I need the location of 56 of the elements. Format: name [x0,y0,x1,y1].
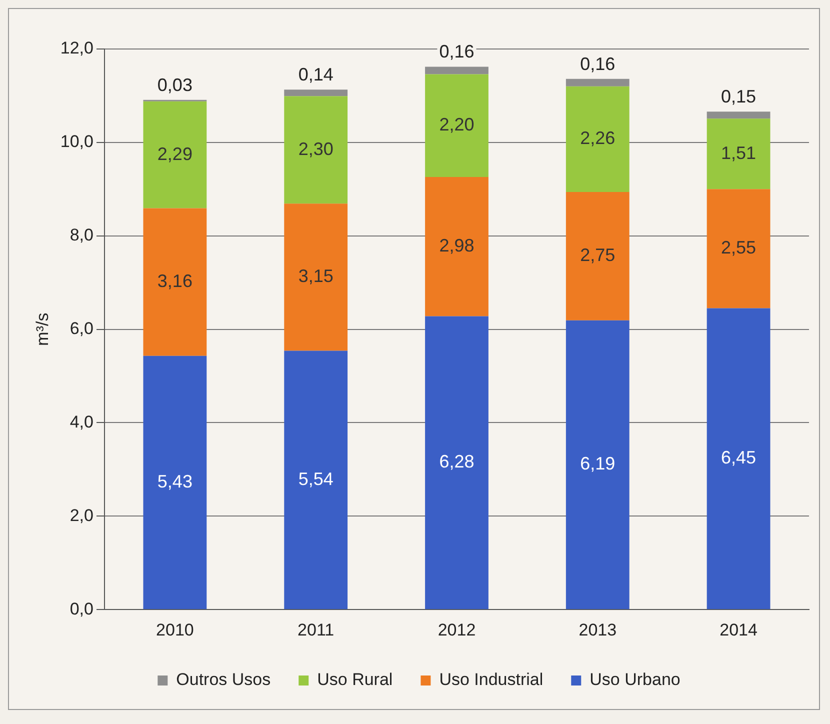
data-label: 0,16 [580,54,616,74]
x-tick-label: 2013 [578,620,617,640]
bar [143,356,207,610]
x-tick-label: 2014 [720,620,758,640]
data-label: 5,54 [298,468,334,489]
bar [566,192,630,320]
bar [425,66,488,74]
bar [706,112,770,119]
data-label: 2,29 [157,144,192,164]
bar [566,320,630,610]
data-label: 6,45 [721,448,756,468]
bar [706,308,770,610]
data-label: 2,26 [580,128,616,148]
bar [425,177,488,316]
data-label: 2,30 [298,138,334,159]
data-label: 0,03 [157,74,192,95]
y-tick-label: 8,0 [70,226,94,245]
y-tick-label: 2,0 [70,506,94,525]
bar [284,204,348,351]
bar [425,74,488,178]
y-tick-label: 6,0 [70,318,94,338]
data-label: 0,15 [721,86,756,107]
bar [284,90,348,96]
data-label: 3,16 [157,271,192,292]
x-tick-label: 2011 [298,620,334,640]
y-axis-title: m³/s [32,312,52,346]
legend-label: Outros Usos [176,670,271,690]
x-tick-label: 2010 [156,620,194,640]
data-label: 1,51 [721,142,756,163]
bar [706,189,770,308]
y-tick-label: 4,0 [70,412,94,432]
bar [143,101,207,208]
bar [706,118,770,190]
data-label: 3,15 [298,266,334,286]
bar [566,86,630,192]
data-label: 2,20 [439,114,474,135]
data-label: 2,98 [439,236,474,256]
data-label: 5,43 [157,471,192,492]
x-tick-label: 2012 [438,620,476,640]
data-label: 6,19 [580,454,616,474]
data-label: 2,75 [580,245,616,266]
data-label: 0,16 [439,42,474,62]
legend-label: Uso Industrial [439,670,544,690]
y-tick-label: 12,0 [60,38,94,58]
data-label: 6,28 [439,452,474,472]
data-label: 0,14 [298,64,334,85]
bar [284,96,348,204]
data-label: 2,55 [721,238,756,258]
bar [425,316,488,610]
y-tick-label: 0,0 [70,599,94,618]
legend-label: Uso Urbano [590,670,680,690]
bar [284,350,348,610]
bar [143,208,207,356]
bar [566,78,630,86]
legend-label: Uso Rural [317,670,393,690]
y-tick-label: 10,0 [60,132,94,152]
